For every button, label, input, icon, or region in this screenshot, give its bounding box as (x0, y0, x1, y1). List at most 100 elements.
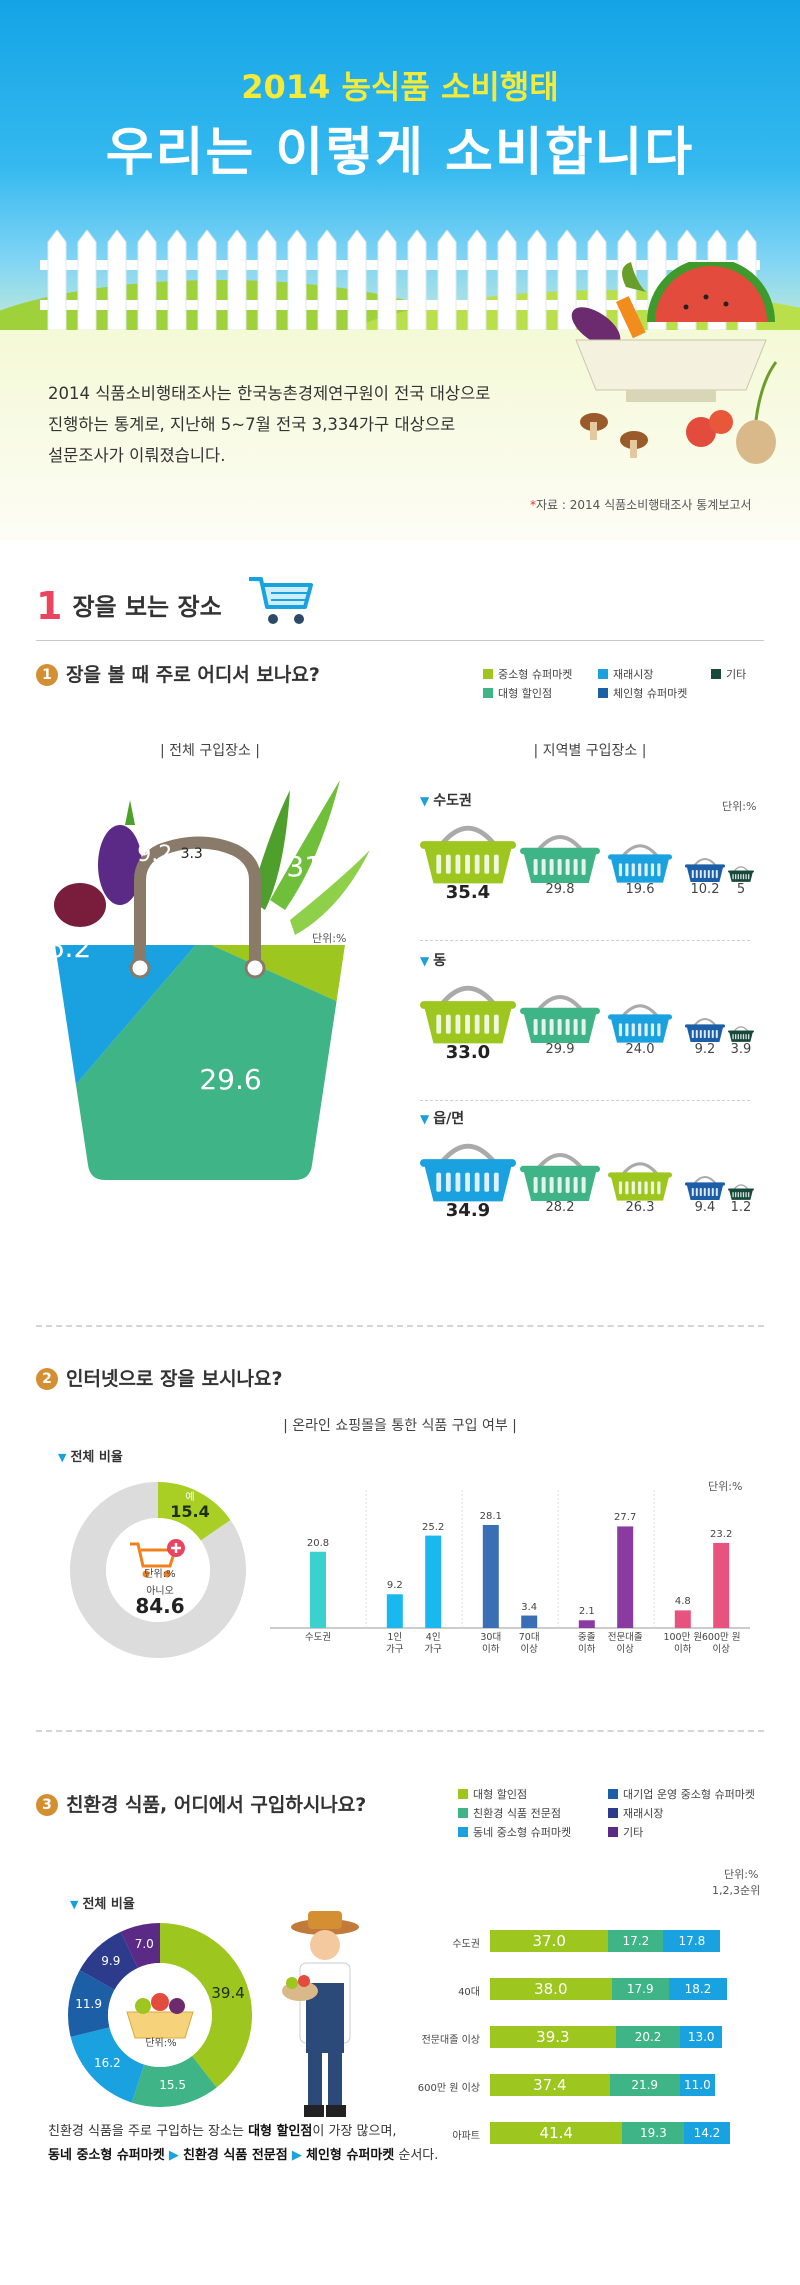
cart-plus-icon (130, 1539, 185, 1578)
legend-label: 기타 (623, 1826, 644, 1839)
basket-mark (685, 1018, 725, 1043)
shopping-cart-icon (249, 577, 313, 624)
summary-highlight: 친환경 식품 전문점 (182, 2148, 288, 2163)
donut-unit: 단위:% (145, 2038, 177, 2049)
basket-value: 29.9 (545, 1042, 575, 1057)
no-label: 아니오 (146, 1586, 174, 1597)
pie-slice-label: 9.2 (137, 842, 173, 868)
bar-value-label: 28.1 (479, 1510, 502, 1522)
stacked-bar-segment: 38.0 (490, 1978, 612, 2000)
donut-slice (68, 1970, 115, 2037)
bar-category-label: 수도권 (304, 1632, 332, 1643)
legend-label: 동네 중소형 슈퍼마켓 (473, 1826, 572, 1839)
pie-slice (200, 945, 345, 1063)
donut-slice-label: 39.4 (211, 1983, 245, 2002)
donut-slice (158, 1482, 231, 1541)
basket-mark (520, 835, 600, 884)
bar-value-label: 2.1 (578, 1606, 595, 1618)
summary-line: 동네 중소형 슈퍼마켓 ▶ 친환경 식품 전문점 ▶ 체인형 슈퍼마켓 순서다. (48, 2144, 438, 2168)
legend-item: 대형 할인점 (458, 1786, 527, 1802)
basket-mark (420, 1144, 516, 1202)
triangle-icon: ▼ (420, 954, 430, 968)
fence-picket (437, 230, 457, 330)
fence-picket (47, 230, 67, 330)
fence-picket (497, 230, 517, 330)
intro-line: 진행하는 통계로, 지난해 5~7월 전국 3,334가구 대상으로 (48, 415, 456, 434)
bar (713, 1542, 730, 1628)
vegetable-basket-icon (126, 1993, 194, 2039)
pie-slice (55, 945, 345, 1180)
divider (420, 940, 750, 941)
legend-swatch (608, 1789, 618, 1799)
yes-value: 15.4 (170, 1502, 210, 1521)
legend-item: 대기업 운영 중소형 슈퍼마켓 (608, 1786, 755, 1802)
donut-slice (70, 1482, 246, 1658)
legend-item: 체인형 슈퍼마켓 (598, 685, 687, 701)
legend-swatch (458, 1827, 468, 1837)
bar-value-label: 3.4 (521, 1601, 538, 1613)
fence-picket (587, 230, 607, 330)
basket-value: 29.8 (545, 882, 575, 897)
source-note: *자료 : 2014 식품소비행태조사 통계보고서 (530, 496, 751, 513)
basket-value: 33.0 (445, 1042, 491, 1063)
online-bar-chart (270, 1490, 750, 1629)
stacked-bar-segment: 21.9 (609, 2074, 680, 2096)
bar-category-label: 중졸 이하 (578, 1632, 596, 1655)
divider (420, 1100, 750, 1101)
basket-value: 9.4 (694, 1200, 716, 1215)
bar-category-label: 600만 원 이상 (701, 1632, 741, 1655)
bar (674, 1610, 691, 1628)
basket-value: 24.0 (625, 1042, 655, 1057)
bar-value-label: 27.7 (614, 1512, 637, 1524)
donut-slice (70, 2027, 145, 2103)
summary-text: 친환경 식품을 주로 구입하는 장소는 대형 할인점이 가장 많으며, 동네 중… (48, 2120, 438, 2168)
stacked-bar-segment: 11.0 (679, 2074, 715, 2096)
fence-picket (257, 230, 277, 330)
legend-label: 재래시장 (623, 1807, 664, 1820)
bar-marks (270, 1490, 750, 1629)
stacked-bar-segment: 14.2 (684, 2122, 730, 2144)
arrow-icon: ▶ (291, 2148, 302, 2163)
intro-line: 2014 식품소비행태조사는 한국농촌경제연구원이 전국 대상으로 (48, 384, 491, 403)
legend: 중소형 슈퍼마켓 재래시장 기타 대형 할인점 체인형 슈퍼마켓 (483, 666, 763, 706)
legend-label: 대형 할인점 (473, 1788, 528, 1801)
vegetable-bowl-illustration (571, 262, 778, 464)
row-label: 40대 (458, 1987, 480, 1998)
bar-value-label: 20.8 (306, 1537, 330, 1549)
question-text: 인터넷으로 장을 보시나요? (66, 1368, 283, 1390)
bar (425, 1535, 442, 1628)
legend-swatch (483, 669, 493, 679)
triangle-icon: ▼ (58, 1451, 67, 1464)
divider (36, 640, 764, 641)
row-label: 수도권 (452, 1939, 480, 1950)
bar-value-label: 4.8 (674, 1596, 691, 1608)
basket-mark (420, 986, 516, 1044)
stacked-bar-segment: 37.0 (490, 1930, 609, 1952)
donut-slice (131, 2055, 217, 2107)
region-name: ▼ 수도권 (420, 790, 472, 810)
basket-value: 35.4 (445, 882, 491, 903)
legend-item: 재래시장 (598, 666, 653, 682)
donut-slice-label: 9.9 (101, 1954, 121, 1969)
pie-slice-label: 3.3 (180, 846, 203, 863)
stacked-bar-segment: 19.3 (622, 2122, 685, 2144)
fence-picket (287, 230, 307, 330)
legend-swatch (711, 669, 721, 679)
summary-part: 이 가장 많으며, (312, 2124, 397, 2139)
bar-category-label: 100만 원 이하 (663, 1632, 703, 1655)
question-number: 1 (36, 664, 58, 686)
bar-category-label: 4인 가구 (424, 1632, 442, 1655)
basket-mark (520, 995, 600, 1044)
stacked-bar-segment: 17.8 (663, 1930, 721, 1952)
legend-swatch (458, 1789, 468, 1799)
basket-mark (520, 1153, 600, 1202)
pie-slices (55, 945, 345, 1180)
fence-picket (467, 230, 487, 330)
pie-slice-label: 26.2 (28, 931, 92, 965)
arrow-icon: ▶ (168, 2148, 179, 2163)
legend-swatch (598, 688, 608, 698)
donut-slice (120, 1923, 160, 1968)
basket-value: 19.6 (625, 882, 655, 897)
donut-slices (68, 1923, 252, 2107)
region-name: ▼ 읍/면 (420, 1108, 464, 1128)
